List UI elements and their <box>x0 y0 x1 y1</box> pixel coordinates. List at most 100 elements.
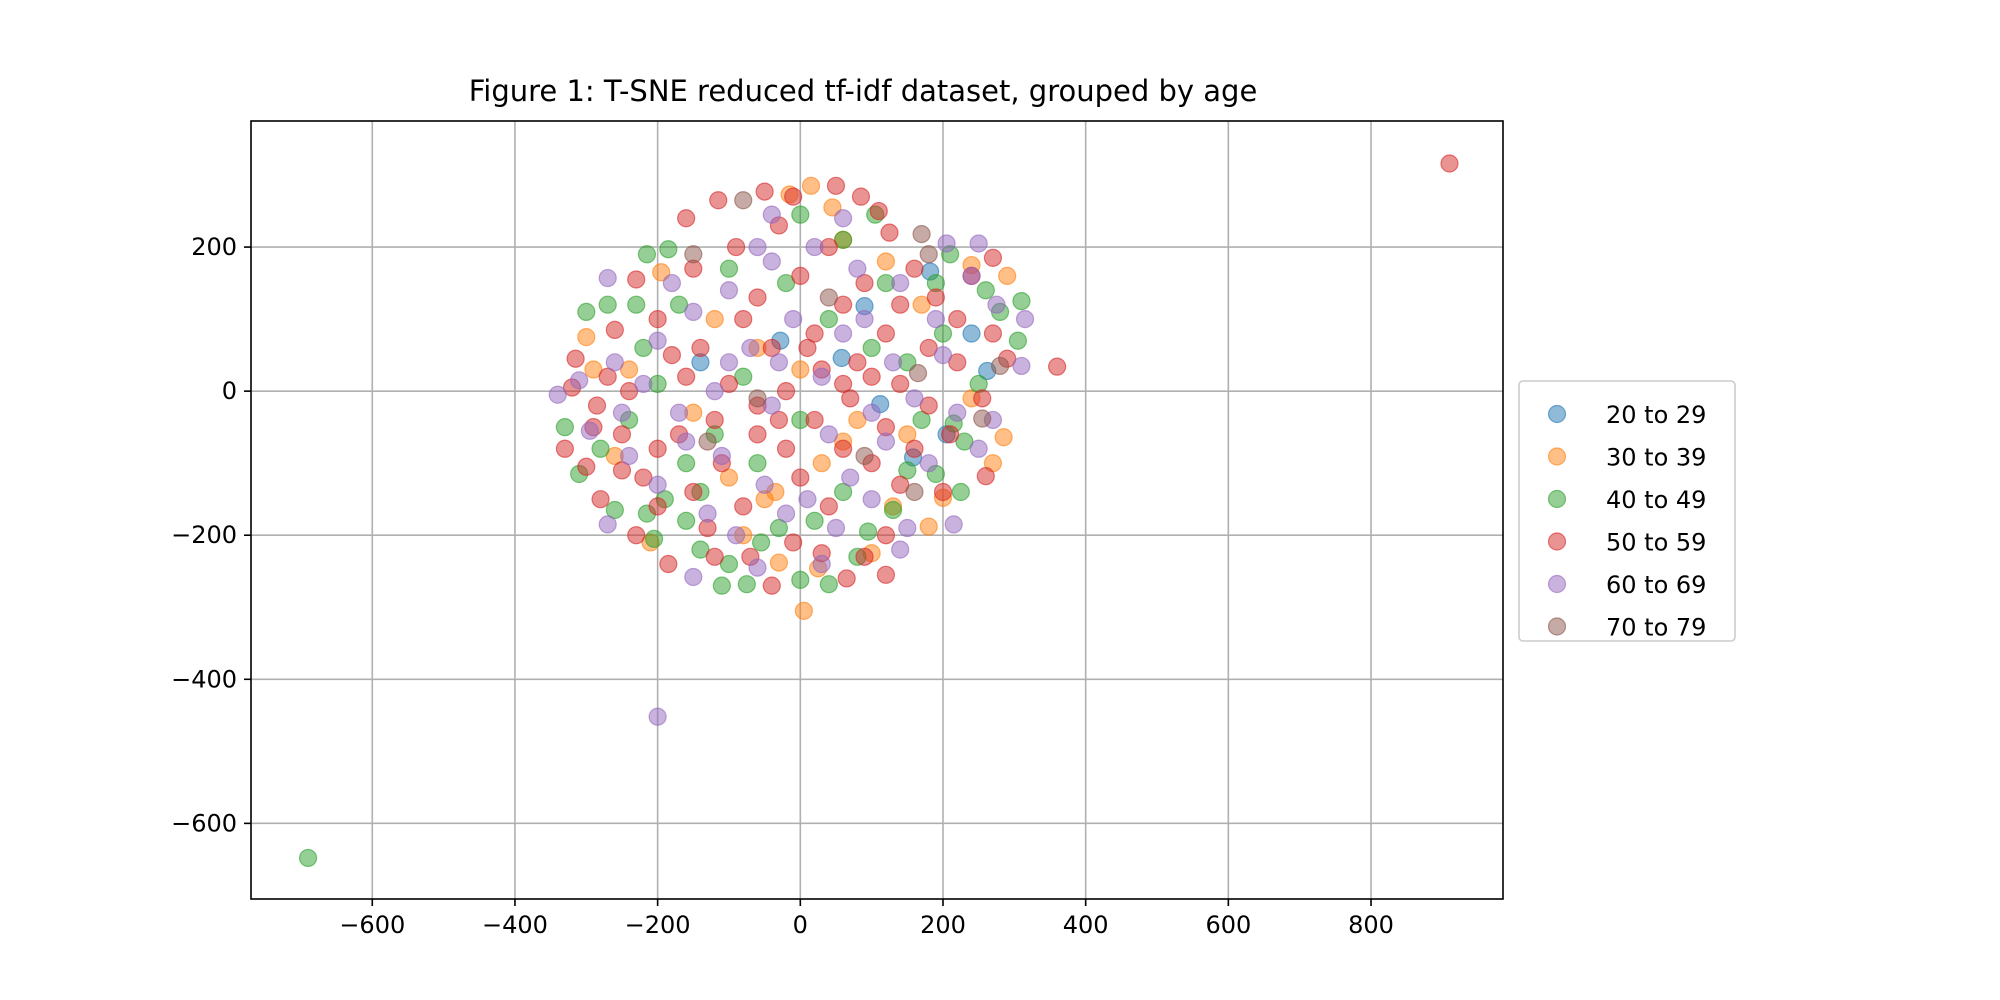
data-point <box>876 324 896 343</box>
data-point <box>862 490 881 509</box>
legend-marker <box>1547 489 1567 509</box>
data-point <box>805 410 824 430</box>
data-point <box>698 504 717 523</box>
data-point <box>798 490 817 509</box>
data-point <box>823 198 842 217</box>
data-point <box>577 457 596 476</box>
data-point <box>709 191 728 210</box>
legend-marker <box>1547 404 1567 424</box>
data-point <box>948 353 967 372</box>
data-point <box>905 389 924 408</box>
data-point <box>962 266 981 285</box>
data-point <box>848 410 867 430</box>
data-point <box>698 432 717 451</box>
data-point <box>637 245 657 264</box>
data-point <box>659 240 678 259</box>
data-point <box>876 526 896 545</box>
data-point <box>748 288 767 307</box>
data-point <box>805 237 824 257</box>
data-point <box>912 224 931 244</box>
y-tick-label: −200 <box>171 521 237 549</box>
legend-label: 60 to 69 <box>1606 571 1706 599</box>
data-point <box>912 295 931 314</box>
data-point <box>834 482 853 502</box>
data-point <box>891 475 910 494</box>
data-point <box>734 497 753 516</box>
data-point <box>841 468 860 487</box>
legend-label: 70 to 79 <box>1606 614 1706 642</box>
data-point <box>605 353 624 372</box>
data-point <box>905 439 924 458</box>
y-axis-ticks: 200 0 −200 −400 −600 <box>171 233 251 837</box>
x-tick-label: 0 <box>793 911 808 939</box>
data-point <box>990 356 1010 376</box>
data-point <box>898 518 917 538</box>
data-point <box>862 403 881 422</box>
data-point <box>584 360 603 379</box>
grid-lines <box>251 121 1503 899</box>
data-point <box>748 454 767 473</box>
data-point <box>1048 357 1067 376</box>
data-point <box>819 310 838 329</box>
data-point <box>973 389 992 408</box>
data-point <box>648 497 667 516</box>
data-point <box>791 205 810 224</box>
data-point <box>898 461 917 480</box>
data-point <box>648 707 667 726</box>
data-point <box>834 439 853 458</box>
data-point <box>677 209 696 228</box>
data-point <box>855 446 874 466</box>
data-point <box>719 281 739 300</box>
data-point <box>976 467 995 486</box>
data-point <box>776 439 796 458</box>
data-point <box>883 353 903 372</box>
data-point <box>648 331 667 350</box>
data-point <box>662 346 682 365</box>
data-point <box>933 346 953 365</box>
data-point <box>705 547 724 566</box>
x-tick-label: 800 <box>1348 911 1394 939</box>
data-point <box>684 482 703 502</box>
series-50-to-59 <box>555 154 1459 595</box>
data-point <box>748 389 767 408</box>
data-point <box>862 367 881 386</box>
data-point <box>973 409 992 428</box>
data-point <box>684 245 703 264</box>
data-point <box>855 273 874 293</box>
data-point <box>555 418 574 437</box>
data-point <box>769 410 789 430</box>
data-point <box>719 374 739 394</box>
data-point <box>677 367 696 386</box>
legend-label: 20 to 29 <box>1606 401 1706 429</box>
data-point <box>734 191 753 210</box>
data-point <box>648 475 667 494</box>
data-point <box>612 403 632 422</box>
data-point <box>826 518 846 538</box>
legend: 20 to 29 30 to 39 40 to 49 50 to 59 60 to 69… <box>1518 380 1736 642</box>
data-point <box>627 270 646 289</box>
data-point <box>705 310 724 329</box>
data-point <box>791 468 810 487</box>
data-point <box>712 576 731 595</box>
data-point <box>684 302 703 321</box>
x-tick-label: 600 <box>1205 911 1251 939</box>
data-point <box>848 353 867 372</box>
data-point <box>669 403 689 422</box>
data-point <box>605 320 624 340</box>
data-point <box>691 540 710 559</box>
data-point <box>826 176 846 195</box>
y-tick-label: 0 <box>222 377 237 405</box>
data-point <box>677 432 696 451</box>
data-point <box>748 558 767 577</box>
data-point <box>619 360 639 379</box>
data-point <box>691 338 710 358</box>
data-point <box>1015 310 1035 329</box>
data-point <box>776 504 796 523</box>
legend-label: 40 to 49 <box>1606 486 1706 514</box>
data-point <box>955 432 974 451</box>
chart-title: Figure 1: T-SNE reduced tf-idf dataset, … <box>469 74 1258 108</box>
legend-marker <box>1547 447 1567 466</box>
data-point <box>769 553 789 572</box>
y-tick-label: −600 <box>171 809 237 837</box>
